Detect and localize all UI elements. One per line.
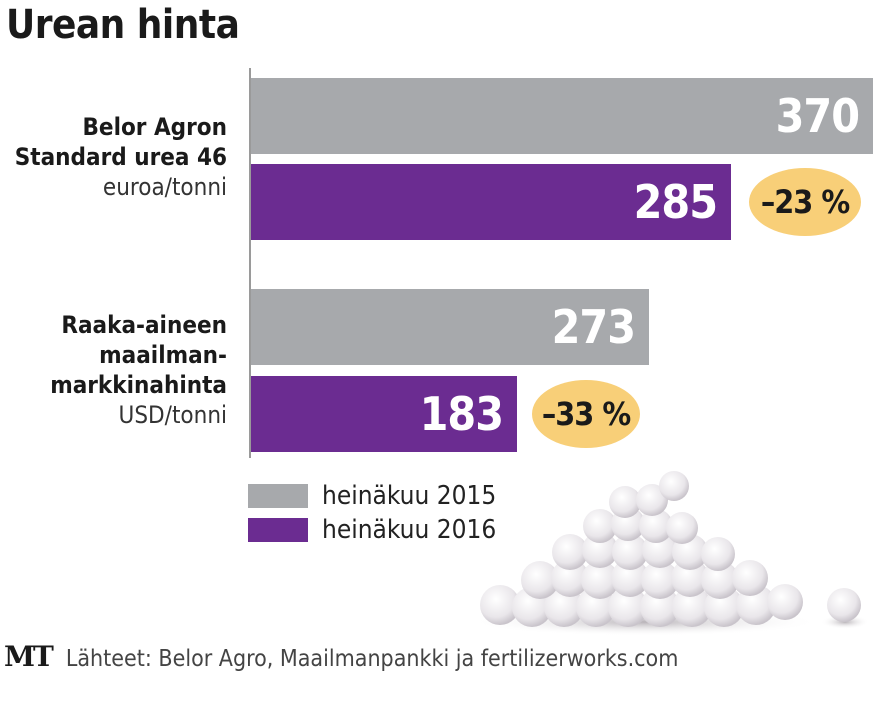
legend-item-2016: heinäkuu 2016	[248, 513, 496, 547]
bar-value: 183	[419, 387, 504, 441]
group-1-label-line-1: Belor Agron	[82, 113, 227, 141]
change-badge-group-2: –33 %	[532, 380, 640, 448]
chart-title: Urean hinta	[6, 2, 240, 48]
group-2-unit: USD/tonni	[118, 401, 227, 429]
bar-group-2-2016: 183	[251, 376, 517, 452]
legend-item-2015: heinäkuu 2015	[248, 479, 496, 513]
group-1-label-line-2: Standard urea 46	[14, 143, 227, 171]
source-footer: MT Lähteet: Belor Agro, Maailmanpankki j…	[4, 640, 678, 673]
sources-text: Lähteet: Belor Agro, Maailmanpankki ja f…	[65, 646, 679, 672]
bar-group-2-2015: 273	[251, 289, 649, 365]
group-2-label-line-2: maailman-	[99, 341, 227, 369]
bar-value: 273	[551, 300, 636, 354]
legend-swatch-purple	[248, 518, 308, 542]
group-2-label: Raaka-aineen maailman- markkinahinta USD…	[50, 310, 227, 430]
group-2-label-line-1: Raaka-aineen	[61, 311, 227, 339]
bar-value: 285	[633, 175, 718, 229]
bar-group-1-2015: 370	[251, 78, 873, 154]
urea-pellets-illustration	[470, 471, 869, 636]
legend-label: heinäkuu 2015	[322, 481, 497, 511]
legend: heinäkuu 2015 heinäkuu 2016	[248, 479, 496, 547]
bar-value: 370	[775, 89, 860, 143]
legend-swatch-gray	[248, 484, 308, 508]
y-axis-line	[249, 68, 251, 458]
group-1-unit: euroa/tonni	[102, 173, 227, 201]
group-1-label: Belor Agron Standard urea 46 euroa/tonni	[15, 112, 227, 202]
legend-label: heinäkuu 2016	[322, 515, 497, 545]
mt-logo: MT	[4, 640, 54, 673]
group-2-label-line-3: markkinahinta	[50, 371, 227, 399]
change-badge-group-1: –23 %	[749, 168, 861, 236]
bar-group-1-2016: 285	[251, 164, 731, 240]
